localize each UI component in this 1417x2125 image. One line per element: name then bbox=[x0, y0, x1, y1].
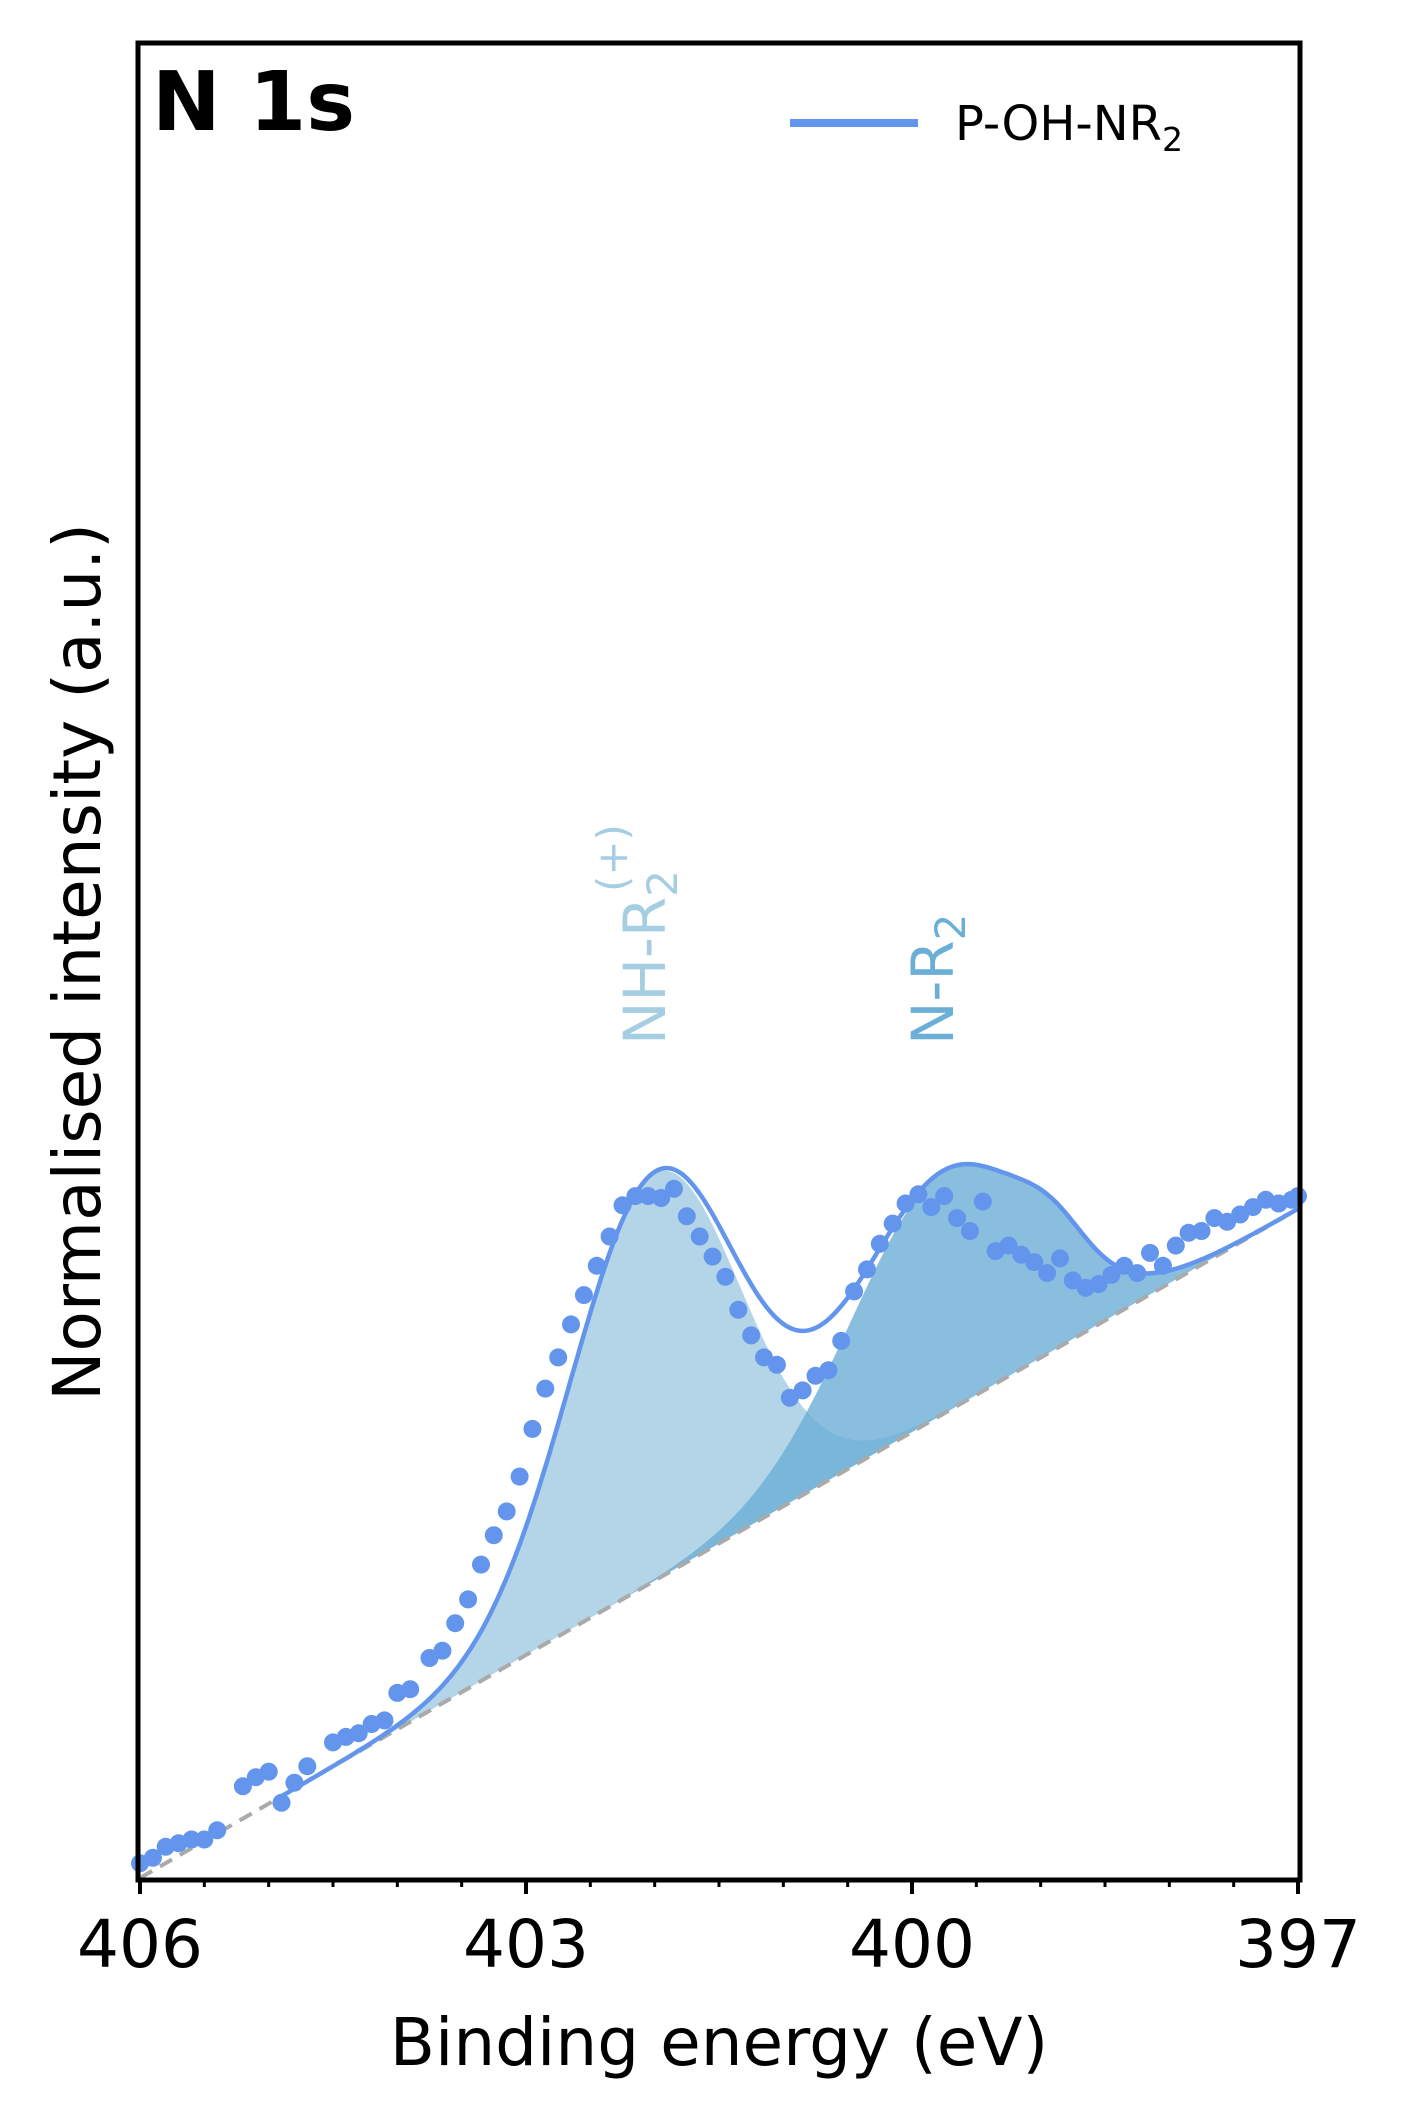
data-point bbox=[845, 1282, 864, 1301]
data-point bbox=[1128, 1264, 1147, 1283]
background-line bbox=[138, 1207, 1300, 1880]
legend-label-sub: 2 bbox=[1162, 120, 1183, 159]
data-point bbox=[1038, 1264, 1057, 1283]
data-point bbox=[716, 1267, 735, 1286]
data-point bbox=[652, 1189, 671, 1207]
data-point bbox=[208, 1821, 227, 1840]
data-point bbox=[767, 1355, 786, 1374]
data-point bbox=[401, 1680, 420, 1699]
data-point bbox=[497, 1502, 516, 1521]
data-point bbox=[510, 1467, 529, 1486]
data-point bbox=[960, 1222, 979, 1240]
data-point bbox=[870, 1234, 889, 1253]
data-point bbox=[703, 1247, 722, 1266]
peak-label-nh-sup: (+) bbox=[588, 824, 637, 892]
data-point bbox=[536, 1379, 555, 1398]
data-point bbox=[1089, 1275, 1108, 1294]
x-tick-label: 406 bbox=[77, 1906, 203, 1983]
data-point bbox=[182, 1830, 201, 1849]
data-point bbox=[549, 1348, 568, 1367]
peak-label-nh-sub: 2 bbox=[638, 870, 687, 897]
data-point bbox=[272, 1793, 291, 1812]
chart-title: N 1s bbox=[152, 55, 355, 150]
data-point bbox=[433, 1641, 452, 1660]
legend-label-main: P-OH-NR bbox=[955, 96, 1162, 152]
data-point bbox=[742, 1326, 761, 1345]
data-point bbox=[883, 1214, 902, 1233]
y-axis-label: Normalised intensity (a.u.) bbox=[39, 523, 116, 1401]
data-point bbox=[587, 1256, 606, 1275]
peak-label-n-main: N-R bbox=[899, 940, 967, 1045]
data-point bbox=[484, 1526, 503, 1545]
data-point bbox=[1192, 1222, 1211, 1240]
data-point bbox=[195, 1830, 214, 1849]
data-point bbox=[626, 1187, 645, 1206]
data-point bbox=[999, 1236, 1018, 1255]
data-point bbox=[819, 1361, 838, 1380]
data-point bbox=[665, 1179, 683, 1198]
data-point bbox=[729, 1300, 748, 1319]
data-point bbox=[973, 1192, 992, 1211]
data-point bbox=[472, 1555, 490, 1574]
data-point bbox=[523, 1419, 542, 1438]
x-tick-label: 403 bbox=[463, 1906, 589, 1983]
x-tick-label: 397 bbox=[1235, 1906, 1361, 1983]
data-point bbox=[1153, 1256, 1172, 1275]
data-point bbox=[858, 1260, 876, 1279]
data-point bbox=[459, 1590, 478, 1609]
data-point bbox=[562, 1315, 580, 1334]
x-axis-ticks: 406 403 400 397 bbox=[77, 1880, 1361, 1983]
data-point bbox=[613, 1196, 632, 1215]
data-point bbox=[922, 1198, 941, 1217]
data-point bbox=[600, 1227, 619, 1246]
data-point bbox=[1166, 1236, 1185, 1255]
data-point bbox=[1025, 1253, 1044, 1272]
peak-label-nh-main: NH-R bbox=[611, 897, 679, 1045]
data-point bbox=[446, 1614, 465, 1633]
data-point bbox=[285, 1773, 304, 1792]
data-point bbox=[677, 1207, 696, 1226]
data-point bbox=[909, 1185, 928, 1204]
data-point bbox=[948, 1209, 966, 1228]
peak-fill-n bbox=[140, 1164, 1298, 1878]
data-point bbox=[298, 1757, 317, 1776]
peak-label-n-sub: 2 bbox=[926, 914, 975, 941]
x-axis-label: Binding energy (eV) bbox=[390, 2004, 1049, 2081]
data-point bbox=[375, 1711, 394, 1730]
plot-frame bbox=[135, 40, 1303, 1883]
data-point bbox=[690, 1227, 709, 1246]
data-point bbox=[259, 1762, 278, 1781]
data-point bbox=[793, 1381, 812, 1400]
data-point bbox=[233, 1777, 252, 1796]
data-point bbox=[1102, 1265, 1121, 1284]
data-point bbox=[832, 1331, 851, 1350]
data-point bbox=[935, 1187, 954, 1206]
data-point bbox=[349, 1724, 368, 1743]
legend: P-OH-NR2 bbox=[790, 96, 1183, 159]
legend-label: P-OH-NR2 bbox=[955, 96, 1183, 159]
data-point bbox=[1141, 1243, 1159, 1262]
data-point bbox=[574, 1286, 593, 1305]
peak-label-nh: NH-R2(+) bbox=[588, 824, 687, 1045]
data-point bbox=[143, 1848, 162, 1867]
data-points bbox=[131, 1179, 1307, 1873]
data-point bbox=[1051, 1249, 1069, 1268]
data-point bbox=[896, 1194, 915, 1213]
peak-label-n: N-R2 bbox=[899, 914, 975, 1045]
x-tick-label: 400 bbox=[849, 1906, 975, 1983]
